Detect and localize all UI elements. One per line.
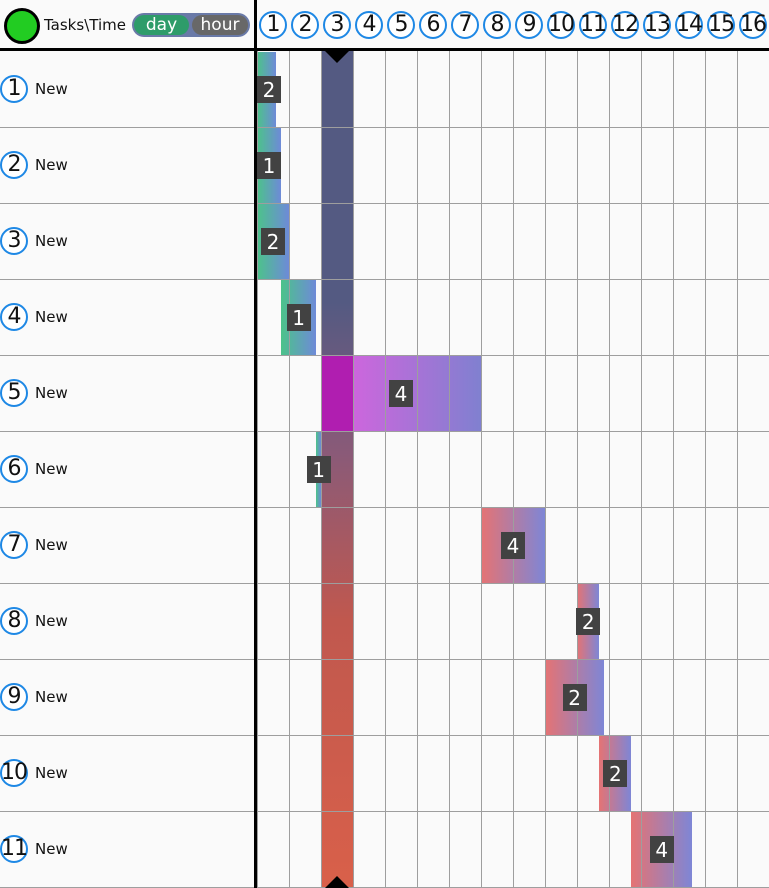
time-column-header[interactable]: 9 [515,11,543,39]
task-column-divider [254,0,257,888]
grid-row-line [0,279,769,280]
task-number[interactable]: 10 [0,759,28,787]
time-column-header[interactable]: 10 [547,11,575,39]
corner-label: Tasks\Time [44,16,126,34]
task-name[interactable]: New [35,536,68,554]
duration-label: 1 [306,456,331,483]
grid-row-line [0,735,769,736]
task-number[interactable]: 2 [0,151,28,179]
duration-label: 2 [576,608,601,635]
hour-option[interactable]: hour [192,15,248,35]
time-column-header[interactable]: 1 [259,11,287,39]
time-column-header[interactable]: 2 [291,11,319,39]
grid-column-line [289,51,290,888]
view-mode-toggle[interactable]: day hour [132,13,250,37]
task-number[interactable]: 11 [0,835,28,863]
task-name[interactable]: New [35,156,68,174]
task-name[interactable]: New [35,384,68,402]
header-divider [0,48,769,51]
grid-column-line [673,51,674,888]
time-column-header[interactable]: 3 [323,11,351,39]
grid-row-line [0,811,769,812]
duration-label: 1 [286,304,311,331]
task-number[interactable]: 6 [0,455,28,483]
time-column-header[interactable]: 4 [355,11,383,39]
task-number[interactable]: 9 [0,683,28,711]
grid-column-line [449,51,450,888]
time-column-header[interactable]: 5 [387,11,415,39]
duration-label: 2 [603,760,628,787]
grid-column-line [353,51,354,888]
time-column-header[interactable]: 12 [611,11,639,39]
duration-label: 2 [562,684,587,711]
grid-column-line [257,51,258,888]
time-column-header[interactable]: 16 [739,11,767,39]
grid-column-line [577,51,578,888]
duration-label: 2 [257,76,281,103]
time-column-header[interactable]: 11 [579,11,607,39]
duration-label: 4 [649,836,674,863]
grid-column-line [385,51,386,888]
grid-column-line [705,51,706,888]
grid-row-line [0,355,769,356]
task-number[interactable]: 4 [0,303,28,331]
grid-row-line [0,431,769,432]
day-option[interactable]: day [134,15,189,35]
grid-row-line [0,203,769,204]
duration-label: 1 [257,152,281,179]
task-number[interactable]: 7 [0,531,28,559]
grid-row-line [0,583,769,584]
grid-column-line [609,51,610,888]
task-name[interactable]: New [35,232,68,250]
task-name[interactable]: New [35,308,68,326]
duration-label: 4 [501,532,525,559]
duration-label: 2 [261,228,285,255]
time-column-header[interactable]: 13 [643,11,671,39]
task-name[interactable]: New [35,688,68,706]
task-name[interactable]: New [35,764,68,782]
grid-row-line [0,507,769,508]
grid-column-line [481,51,482,888]
task-name[interactable]: New [35,460,68,478]
current-column-task-highlight [321,356,353,431]
task-number[interactable]: 3 [0,227,28,255]
task-name[interactable]: New [35,840,68,858]
duration-label: 4 [389,380,413,407]
grid-column-line [417,51,418,888]
grid-column-line [513,51,514,888]
time-column-header[interactable]: 7 [451,11,479,39]
task-number[interactable]: 5 [0,379,28,407]
triangle-marker-icon[interactable] [325,876,349,888]
task-number[interactable]: 1 [0,75,28,103]
grid-column-line [641,51,642,888]
task-name[interactable]: New [35,612,68,630]
status-indicator-icon[interactable] [4,8,40,44]
time-column-header[interactable]: 8 [483,11,511,39]
task-name[interactable]: New [35,80,68,98]
grid-column-line [737,51,738,888]
grid-row-line [0,127,769,128]
time-column-header[interactable]: 14 [675,11,703,39]
task-number[interactable]: 8 [0,607,28,635]
time-column-header[interactable]: 6 [419,11,447,39]
time-column-header[interactable]: 15 [707,11,735,39]
grid-column-line [545,51,546,888]
triangle-marker-icon[interactable] [325,51,349,63]
grid-row-line [0,659,769,660]
